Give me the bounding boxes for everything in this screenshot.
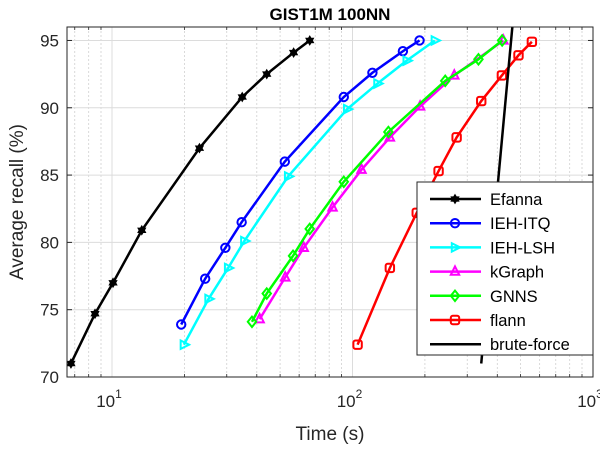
data-point-efanna	[288, 47, 299, 58]
data-point-ieh-lsh	[342, 103, 355, 115]
series-gnns	[246, 33, 508, 329]
data-point-ieh-itq	[338, 91, 349, 103]
data-point-efanna	[305, 35, 315, 46]
data-point-ieh-itq	[199, 273, 211, 284]
data-point-flann	[526, 36, 538, 48]
series-ieh-lsh	[179, 34, 443, 351]
series-line-flann	[356, 40, 533, 346]
series-line-efanna	[69, 39, 311, 365]
legend-entry-kgraph: kGraph	[430, 264, 544, 282]
legend-entry-flann: flann	[430, 312, 526, 330]
data-point-gnns	[439, 74, 451, 88]
series-efanna	[67, 35, 315, 369]
data-point-flann	[476, 95, 487, 107]
data-point-ieh-itq	[220, 242, 231, 253]
legend-box	[416, 181, 594, 356]
x-tick-label: 103	[577, 387, 600, 411]
data-point-gnns	[261, 286, 273, 301]
series-line-kgraph	[258, 39, 505, 320]
data-point-gnns	[382, 125, 394, 139]
legend-label: IEH-LSH	[490, 239, 555, 257]
data-point-kgraph	[355, 162, 368, 174]
data-point-efanna	[194, 142, 205, 154]
x-tick-exponent: 3	[596, 387, 600, 401]
series-ieh-itq	[176, 35, 425, 330]
legend-label: kGraph	[490, 264, 544, 282]
series-line-ieh-itq	[180, 39, 421, 326]
data-point-kgraph	[326, 199, 339, 212]
series-kgraph	[253, 33, 510, 324]
data-point-gnns	[246, 315, 258, 329]
data-point-ieh-lsh	[283, 170, 296, 183]
data-point-flann	[496, 70, 508, 81]
series-line-gnns	[250, 39, 503, 323]
x-axis-label: Time (s)	[296, 424, 365, 445]
legend-marker	[450, 241, 463, 254]
legend-marker	[450, 193, 460, 205]
y-tick-label: 75	[40, 301, 59, 320]
data-point-flann	[433, 165, 444, 177]
data-point-ieh-lsh	[430, 34, 443, 47]
legend-label: brute-force	[490, 336, 570, 354]
data-point-efanna	[137, 224, 147, 236]
legend-entry-efanna: Efanna	[430, 191, 543, 209]
chart-title: GIST1M 100NN	[270, 5, 391, 24]
legend-label: IEH-ITQ	[490, 215, 551, 233]
data-point-efanna	[262, 68, 272, 80]
data-point-ieh-itq	[414, 35, 425, 46]
data-point-flann	[513, 50, 524, 61]
data-point-gnns	[496, 33, 508, 48]
legend-marker	[449, 218, 461, 229]
data-point-gnns	[304, 222, 316, 236]
legend: Efanna IEH-ITQ IEH-LSH kGraph GNNS flann brute…	[416, 181, 594, 356]
data-point-ieh-lsh	[179, 338, 192, 351]
x-tick-exponent: 2	[356, 387, 363, 401]
legend-marker	[449, 289, 461, 303]
legend-label: Efanna	[490, 191, 543, 209]
y-tick-label: 90	[40, 99, 59, 118]
legend-marker	[449, 314, 461, 326]
data-point-kgraph	[279, 269, 292, 282]
data-point-gnns	[338, 175, 350, 189]
series-line-ieh-lsh	[182, 39, 436, 346]
legend-entry-ieh-itq: IEH-ITQ	[430, 215, 551, 233]
data-point-flann	[384, 262, 396, 274]
data-point-efanna	[90, 308, 100, 320]
y-axis-label: Average recall (%)	[7, 124, 28, 280]
legend-entry-gnns: GNNS	[430, 288, 538, 306]
x-tick-label: 101	[96, 387, 122, 411]
data-point-ieh-lsh	[240, 235, 252, 247]
data-point-ieh-lsh	[223, 262, 236, 274]
data-point-gnns	[287, 249, 299, 263]
legend-label: flann	[490, 312, 526, 330]
data-point-ieh-lsh	[204, 293, 216, 305]
data-point-ieh-itq	[236, 216, 247, 228]
x-tick-exponent: 1	[115, 387, 122, 401]
data-point-kgraph	[297, 240, 310, 252]
data-point-ieh-lsh	[373, 77, 385, 90]
y-tick-label: 80	[40, 233, 59, 252]
data-point-kgraph	[253, 311, 266, 324]
legend-entry-ieh-lsh: IEH-LSH	[430, 239, 555, 257]
data-point-ieh-itq	[176, 319, 187, 330]
data-point-gnns	[472, 52, 484, 67]
data-point-efanna	[237, 91, 247, 103]
y-tick-label: 70	[40, 368, 59, 387]
legend-marker	[449, 264, 461, 276]
y-tick-label: 85	[40, 166, 59, 185]
y-tick-label: 95	[40, 31, 59, 50]
data-point-flann	[352, 339, 363, 350]
legend-entry-brute-force: brute-force	[430, 336, 570, 354]
data-point-efanna	[108, 277, 118, 289]
data-point-flann	[451, 132, 462, 143]
data-point-ieh-itq	[279, 156, 290, 167]
data-point-ieh-lsh	[402, 54, 415, 67]
x-tick-label: 102	[337, 387, 363, 411]
legend-label: GNNS	[490, 288, 538, 306]
data-point-ieh-itq	[367, 67, 378, 78]
